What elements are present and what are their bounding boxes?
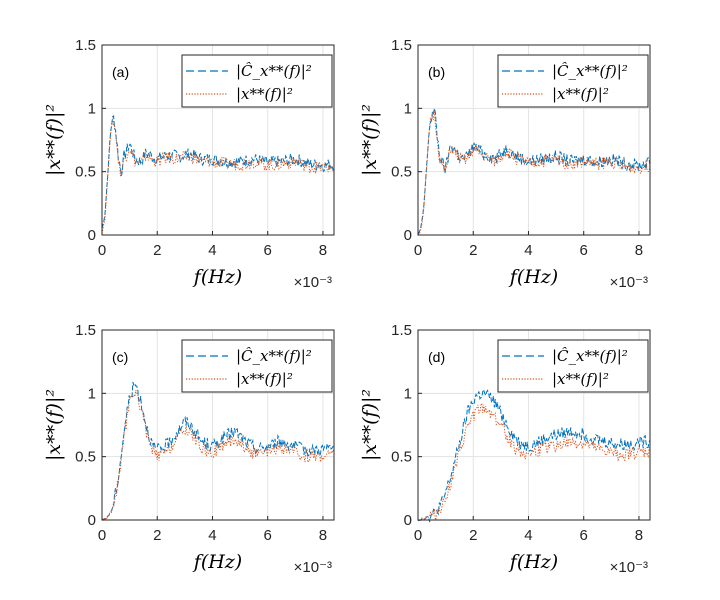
y-tick-label: 0 xyxy=(404,227,412,244)
y-axis-label: |x**(f)|² xyxy=(359,389,381,461)
series-line-1 xyxy=(101,389,335,521)
x-tick-label: 4 xyxy=(524,242,532,259)
x-tick-label: 0 xyxy=(414,527,422,544)
y-tick-label: 1 xyxy=(88,100,96,117)
series-line-0 xyxy=(101,115,335,229)
x-tick-label: 0 xyxy=(98,242,106,259)
x-exponent-label: ×10⁻³ xyxy=(294,274,332,291)
y-tick-label: 1 xyxy=(404,385,412,402)
x-tick-label: 2 xyxy=(469,242,477,259)
y-tick-label: 0 xyxy=(88,227,96,244)
series-line-0 xyxy=(101,381,335,521)
series-line-0 xyxy=(417,388,651,523)
x-tick-label: 2 xyxy=(153,242,161,259)
panel-3: 0 2 4 6 8 0 0.5 1 1.5 (d) |Ĉ_x**(f)|² |x**(f)|² f(Hz… xyxy=(359,322,651,576)
y-tick-label: 1.5 xyxy=(391,37,412,54)
legend: |Ĉ_x**(f)|² |x**(f)|² xyxy=(181,54,333,108)
x-axis-label: f(Hz) xyxy=(192,551,242,573)
y-axis-label: |x**(f)|² xyxy=(43,104,65,176)
x-tick-label: 8 xyxy=(319,527,327,544)
x-tick-label: 2 xyxy=(469,527,477,544)
y-tick-label: 1 xyxy=(88,385,96,402)
series-line-1 xyxy=(101,118,335,234)
panel-2: 0 2 4 6 8 0 0.5 1 1.5 (c) |Ĉ_x**(f)|² |x**(f)|² f(Hz… xyxy=(43,322,335,576)
x-tick-label: 6 xyxy=(264,242,272,259)
x-tick-label: 0 xyxy=(98,527,106,544)
x-tick-label: 2 xyxy=(153,527,161,544)
x-tick-label: 4 xyxy=(524,527,532,544)
x-tick-label: 8 xyxy=(319,242,327,259)
legend-label-0: |Ĉ_x**(f)|² xyxy=(552,347,628,365)
legend-label-1: |x**(f)|² xyxy=(552,85,609,103)
x-exponent-label: ×10⁻³ xyxy=(610,274,648,291)
y-tick-label: 0.5 xyxy=(391,449,412,466)
x-exponent-label: ×10⁻³ xyxy=(610,559,648,576)
legend-label-1: |x**(f)|² xyxy=(552,370,609,388)
series-line-0 xyxy=(417,108,651,235)
x-axis-label: f(Hz) xyxy=(508,551,558,573)
y-tick-label: 0 xyxy=(88,512,96,529)
x-axis-label: f(Hz) xyxy=(508,266,558,288)
x-exponent-label: ×10⁻³ xyxy=(294,559,332,576)
x-tick-label: 8 xyxy=(635,242,643,259)
panel-1: 0 2 4 6 8 0 0.5 1 1.5 (b) |Ĉ_x**(f)|² |x**(f)|² f(Hz… xyxy=(359,37,651,291)
x-axis-label: f(Hz) xyxy=(192,266,242,288)
y-axis-label: |x**(f)|² xyxy=(43,389,65,461)
x-tick-label: 8 xyxy=(635,527,643,544)
legend: |Ĉ_x**(f)|² |x**(f)|² xyxy=(497,54,649,108)
legend-label-1: |x**(f)|² xyxy=(236,85,293,103)
legend: |Ĉ_x**(f)|² |x**(f)|² xyxy=(181,339,333,393)
panel-label: (b) xyxy=(428,64,445,80)
series-line-1 xyxy=(417,110,651,236)
y-tick-label: 1.5 xyxy=(391,322,412,339)
x-tick-label: 6 xyxy=(580,242,588,259)
legend-label-0: |Ĉ_x**(f)|² xyxy=(236,347,312,365)
x-tick-label: 0 xyxy=(414,242,422,259)
axes-box xyxy=(101,44,335,236)
y-tick-label: 1 xyxy=(404,100,412,117)
y-tick-label: 1.5 xyxy=(75,322,96,339)
legend-label-0: |Ĉ_x**(f)|² xyxy=(236,62,312,80)
y-tick-label: 1.5 xyxy=(75,37,96,54)
y-tick-label: 0.5 xyxy=(75,164,96,181)
y-tick-label: 0.5 xyxy=(75,449,96,466)
legend-label-0: |Ĉ_x**(f)|² xyxy=(552,62,628,80)
panel-label: (d) xyxy=(428,349,445,365)
x-tick-label: 4 xyxy=(208,242,216,259)
axes-box xyxy=(417,329,651,521)
y-tick-label: 0.5 xyxy=(391,164,412,181)
x-tick-label: 4 xyxy=(208,527,216,544)
series-line-1 xyxy=(417,401,651,522)
panel-label: (a) xyxy=(112,64,129,80)
axes-box xyxy=(417,44,651,236)
legend: |Ĉ_x**(f)|² |x**(f)|² xyxy=(497,339,649,393)
panel-0: 0 2 4 6 8 0 0.5 1 1.5 (a) |Ĉ_x**(f)|² |x**(f)|² f(Hz… xyxy=(43,37,335,291)
y-tick-label: 0 xyxy=(404,512,412,529)
x-tick-label: 6 xyxy=(580,527,588,544)
y-axis-label: |x**(f)|² xyxy=(359,104,381,176)
axes-box xyxy=(101,329,335,521)
x-tick-label: 6 xyxy=(264,527,272,544)
legend-label-1: |x**(f)|² xyxy=(236,370,293,388)
panel-label: (c) xyxy=(112,349,128,365)
